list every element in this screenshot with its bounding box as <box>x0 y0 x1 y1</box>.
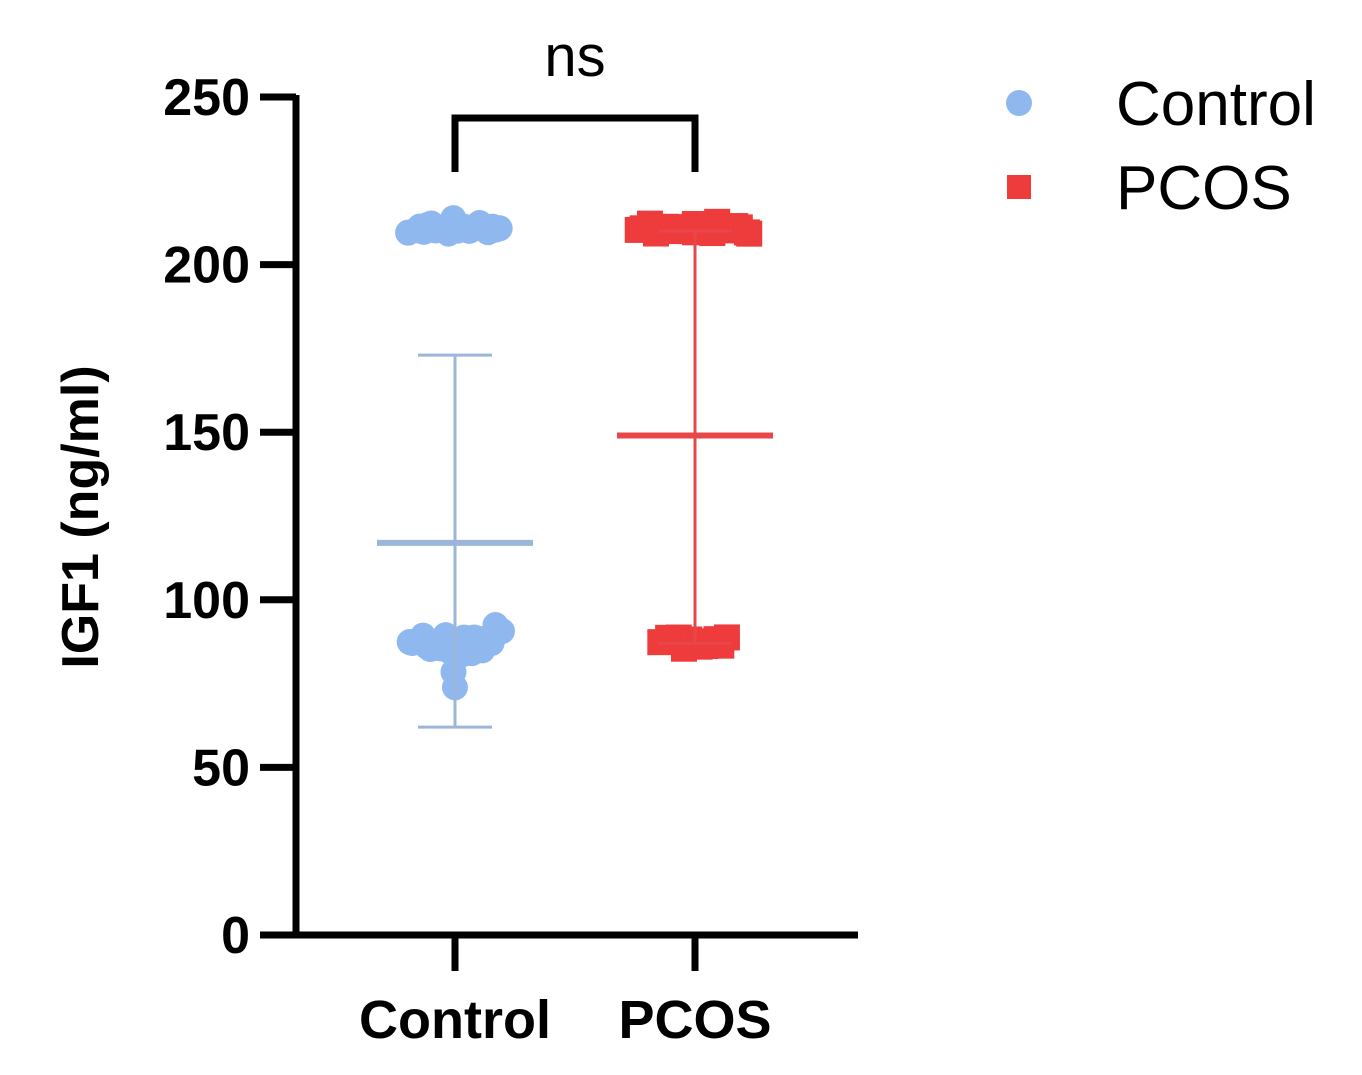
legend-item-pcos: PCOS <box>1007 154 1292 223</box>
significance-label: ns <box>544 24 605 89</box>
data-point <box>736 220 763 247</box>
significance-bracket: ns <box>451 24 699 172</box>
legend: Control PCOS <box>1006 70 1316 223</box>
legend-label: PCOS <box>1116 154 1292 223</box>
series-control-points <box>395 205 515 701</box>
legend-marker-circle <box>1006 90 1032 116</box>
summary-stats <box>377 229 773 729</box>
series-pcos-points <box>624 208 763 662</box>
data-points <box>395 205 763 701</box>
legend-item-control: Control <box>1006 70 1316 139</box>
y-tick-label: 0 <box>221 907 250 965</box>
x-category-label: Control <box>359 990 551 1050</box>
x-category-label: PCOS <box>618 990 771 1050</box>
data-point <box>713 624 740 651</box>
y-tick-label: 100 <box>163 572 250 630</box>
y-ticks: 0 50 100 150 200 250 <box>163 69 296 965</box>
y-axis-title: IGF1 (ng/ml) <box>52 365 110 668</box>
axes: 0 50 100 150 200 250 Control PCOS IGF1 (ng/ml) <box>52 69 858 1050</box>
y-tick-label: 50 <box>192 739 250 797</box>
significance-bracket-line <box>451 114 699 172</box>
y-tick-label: 200 <box>163 237 250 295</box>
y-tick-label: 250 <box>163 69 250 127</box>
y-tick-label: 150 <box>163 404 250 462</box>
data-point <box>488 618 515 645</box>
data-point <box>486 215 513 242</box>
data-point <box>440 205 467 232</box>
series-pcos-stats <box>617 229 773 645</box>
legend-marker-square <box>1007 175 1031 199</box>
legend-label: Control <box>1116 70 1316 139</box>
x-ticks: Control PCOS <box>359 935 772 1050</box>
series-control-stats <box>377 353 533 729</box>
